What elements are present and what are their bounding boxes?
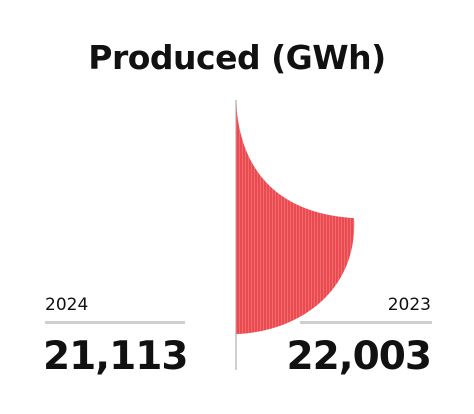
rule-2024 bbox=[45, 321, 185, 324]
rule-2023 bbox=[300, 321, 432, 324]
period-label-2024: 2024 bbox=[45, 295, 89, 315]
value-2023: 22,003 bbox=[286, 334, 432, 379]
period-label-2023: 2023 bbox=[387, 295, 431, 315]
shape-2023 bbox=[236, 100, 355, 334]
value-2024: 21,113 bbox=[43, 334, 188, 379]
chart-title: Produced (GWh) bbox=[88, 38, 386, 77]
